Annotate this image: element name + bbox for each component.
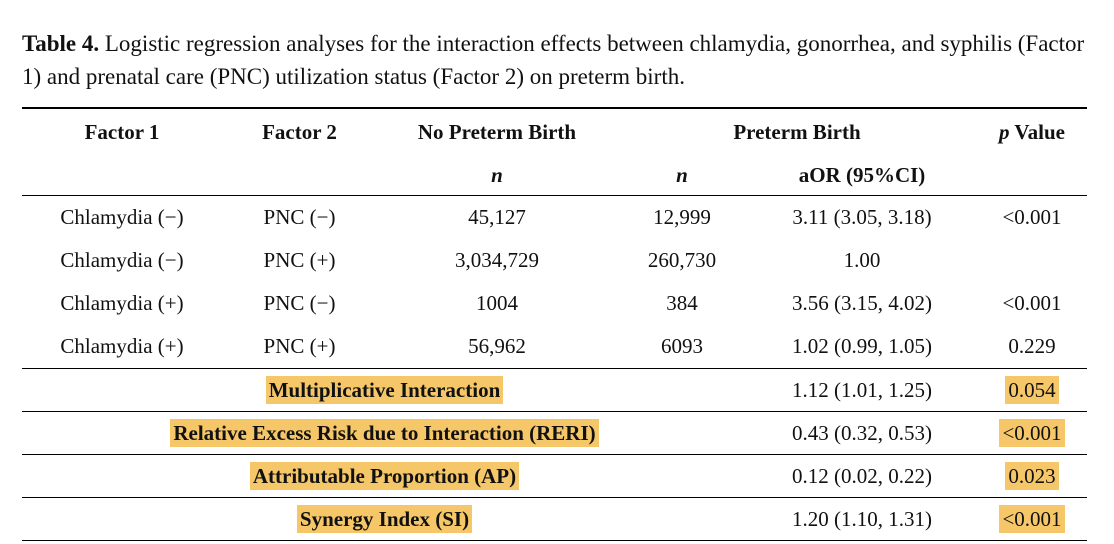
interaction-row: Attributable Proportion (AP) 0.12 (0.02,… — [22, 454, 1087, 498]
cell-aor: 1.12 (1.01, 1.25) — [747, 368, 977, 412]
header-row: Factor 1 Factor 2 No Preterm Birth Prete… — [22, 108, 1087, 155]
highlighted-p-value: 0.023 — [1005, 461, 1059, 490]
cell-n-no-preterm: 3,034,729 — [455, 248, 539, 272]
caption-label: Table 4. — [22, 31, 100, 56]
subheader-aor: aOR (95%CI) — [747, 155, 977, 196]
header-preterm: Preterm Birth — [733, 119, 861, 144]
table-row: Chlamydia (−) PNC (−) 45,127 12,999 3.11… — [22, 196, 1087, 240]
cell-aor: 3.11 (3.05, 3.18) — [792, 205, 932, 229]
cell-n-no-preterm: 56,962 — [468, 334, 526, 358]
header-no-preterm: No Preterm Birth — [417, 119, 577, 144]
header-factor2: Factor 2 — [262, 119, 337, 144]
interaction-label: Attributable Proportion (AP) — [249, 461, 520, 490]
cell-factor2: PNC (+) — [263, 334, 336, 358]
interaction-label: Multiplicative Interaction — [265, 375, 504, 404]
cell-aor: 1.02 (0.99, 1.05) — [792, 334, 932, 358]
subheader-n-no-preterm: n — [377, 155, 617, 196]
cell-factor2: PNC (+) — [263, 248, 336, 272]
cell-n-preterm: 6093 — [661, 334, 703, 358]
cell-p-value: <0.001 — [1002, 205, 1062, 229]
cell-aor: 1.00 — [843, 248, 881, 272]
subheader-row: n n aOR (95%CI) — [22, 155, 1087, 196]
cell-factor2: PNC (−) — [263, 205, 336, 229]
table-caption: Table 4. Logistic regression analyses fo… — [22, 27, 1102, 93]
interaction-label: Relative Excess Risk due to Interaction … — [170, 418, 599, 447]
header-p-value: p Value — [999, 119, 1065, 144]
subheader-n-preterm: n — [617, 155, 747, 196]
cell-factor2: PNC (−) — [263, 291, 336, 315]
cell-n-no-preterm: 1004 — [476, 291, 518, 315]
cell-p-value: 0.229 — [1008, 334, 1056, 358]
table-row: Chlamydia (+) PNC (+) 56,962 6093 1.02 (… — [22, 325, 1087, 369]
cell-aor: 1.20 (1.10, 1.31) — [747, 497, 977, 541]
highlighted-p-value: 0.054 — [1005, 375, 1059, 404]
table-row: Chlamydia (+) PNC (−) 1004 384 3.56 (3.1… — [22, 282, 1087, 325]
interaction-label: Synergy Index (SI) — [296, 504, 473, 533]
caption-text: Logistic regression analyses for the int… — [22, 31, 1085, 89]
cell-factor1: Chlamydia (+) — [60, 334, 184, 358]
cell-factor1: Chlamydia (−) — [60, 205, 184, 229]
cell-n-preterm: 12,999 — [653, 205, 711, 229]
highlighted-p-value: <0.001 — [999, 504, 1065, 533]
interaction-row: Synergy Index (SI) 1.20 (1.10, 1.31) <0.… — [22, 497, 1087, 541]
header-factor1: Factor 1 — [84, 119, 160, 144]
cell-factor1: Chlamydia (−) — [60, 248, 184, 272]
highlighted-p-value: <0.001 — [999, 418, 1065, 447]
interaction-row: Relative Excess Risk due to Interaction … — [22, 411, 1087, 455]
cell-n-no-preterm: 45,127 — [468, 205, 526, 229]
regression-table: Factor 1 Factor 2 No Preterm Birth Prete… — [22, 107, 1087, 541]
cell-aor: 0.43 (0.32, 0.53) — [747, 411, 977, 455]
interaction-row: Multiplicative Interaction 1.12 (1.01, 1… — [22, 368, 1087, 412]
cell-p-value — [977, 239, 1087, 282]
cell-n-preterm: 260,730 — [647, 248, 717, 272]
cell-n-preterm: 384 — [666, 291, 698, 315]
cell-aor: 3.56 (3.15, 4.02) — [792, 291, 932, 315]
cell-p-value: <0.001 — [1002, 291, 1062, 315]
table-row: Chlamydia (−) PNC (+) 3,034,729 260,730 … — [22, 239, 1087, 282]
cell-factor1: Chlamydia (+) — [60, 291, 184, 315]
cell-aor: 0.12 (0.02, 0.22) — [747, 454, 977, 498]
